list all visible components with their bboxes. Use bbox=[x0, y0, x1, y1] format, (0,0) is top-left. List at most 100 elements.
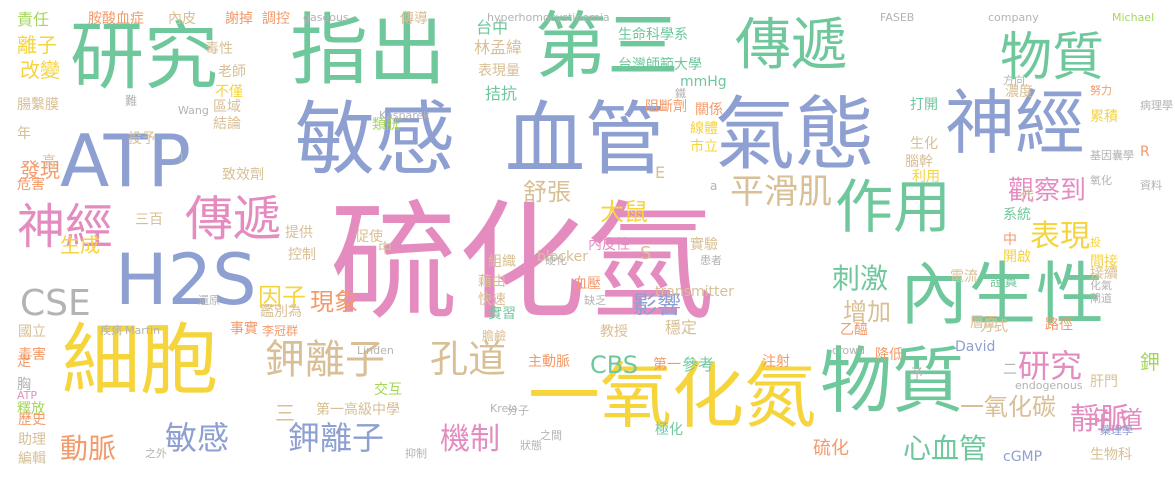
word-w67: 危害 bbox=[17, 177, 45, 193]
word-w129: 年 bbox=[17, 126, 31, 142]
word-w98: 生物科 bbox=[1090, 447, 1132, 463]
word-w90: 歷史 bbox=[18, 412, 46, 428]
word-w48: 內皮 bbox=[168, 11, 196, 27]
word-w41: 現象 bbox=[310, 288, 358, 316]
word-w69: 促使 bbox=[355, 229, 383, 245]
word-w97: 予 bbox=[910, 367, 924, 383]
word-w169: 狀態 bbox=[520, 439, 542, 452]
word-w168: 還原 bbox=[198, 294, 220, 307]
word-w68: 提供 bbox=[285, 225, 313, 241]
word-w84: 快速 bbox=[478, 292, 506, 308]
word-w174: 穩定 bbox=[665, 318, 698, 337]
word-w6: 指出 bbox=[290, 6, 447, 96]
word-w166: 缺乏 bbox=[584, 294, 606, 307]
word-w76: 注射 bbox=[762, 354, 790, 370]
word-w14: 作用 bbox=[835, 173, 952, 241]
word-w85: 實習 bbox=[488, 306, 516, 322]
word-w45: 離子 bbox=[17, 33, 57, 57]
word-w126: 中 bbox=[1003, 232, 1017, 248]
word-w93: 主動脈 bbox=[528, 354, 570, 370]
word-w73: 事實 bbox=[230, 321, 258, 337]
word-w120: 方式 bbox=[980, 319, 1008, 335]
word-w153: 分子 bbox=[507, 404, 529, 417]
word-w24: 機制 bbox=[440, 422, 500, 457]
word-w113: 累積 bbox=[1090, 109, 1118, 125]
word-w110: 利用 bbox=[912, 169, 940, 185]
word-kreis: Kreis bbox=[490, 402, 518, 415]
word-w109: 生化 bbox=[910, 136, 938, 152]
word-w57: 拮抗 bbox=[485, 84, 518, 103]
word-w94: 第一 bbox=[653, 357, 681, 373]
word-w46: 責任 bbox=[17, 10, 50, 29]
word-w171: 之外 bbox=[145, 447, 167, 460]
word-endogenous: endogenous bbox=[1015, 379, 1083, 392]
word-hyperhomocystinemia: hyperhomocystinemia bbox=[487, 11, 610, 24]
word-w58: 毒性 bbox=[205, 41, 233, 57]
word-cse: CSE bbox=[20, 283, 91, 324]
word-w2: 敏感 bbox=[295, 93, 455, 186]
word-faseb: FASEB bbox=[880, 11, 915, 24]
word-w56: 表現量 bbox=[478, 63, 520, 79]
word-w114: 系統 bbox=[1003, 207, 1031, 223]
word-w159: 基因囊學 bbox=[1090, 149, 1134, 162]
word-w101: 市立 bbox=[690, 139, 718, 155]
word-w59: 老師 bbox=[218, 64, 246, 80]
word-j: J bbox=[180, 151, 184, 164]
word-w34: 舒張 bbox=[523, 178, 571, 206]
word-w28: 因子 bbox=[258, 283, 306, 311]
word-w80: 鉀 bbox=[1140, 350, 1160, 374]
word-w74: 教授 bbox=[600, 324, 628, 340]
word-w60: 不僅 bbox=[215, 84, 243, 100]
word-w173: 硫化 bbox=[813, 438, 849, 459]
word-w3: 血管 bbox=[505, 93, 665, 186]
word-w117: 間接 bbox=[1090, 254, 1118, 270]
word-s: S bbox=[640, 243, 652, 264]
word-w157: 資料 bbox=[1140, 179, 1162, 192]
word-linden: Linden bbox=[357, 344, 394, 357]
word-w152: 抑制 bbox=[405, 447, 427, 460]
word-w27: 表現 bbox=[1030, 219, 1090, 254]
word-r: R bbox=[1140, 144, 1150, 160]
word-w172: 投 bbox=[1090, 236, 1101, 249]
word-w23: 敏感 bbox=[165, 419, 230, 457]
word-w51: 傳導 bbox=[400, 11, 428, 27]
word-w160: 氧化 bbox=[1090, 174, 1112, 187]
word-w86: 交互 bbox=[374, 382, 402, 398]
word-w75: 參考 bbox=[682, 355, 715, 374]
word-w62: 結論 bbox=[213, 116, 241, 132]
word-w30: 影響 bbox=[633, 291, 681, 319]
word-w50: 調控 bbox=[262, 11, 290, 27]
word-w4: 神經 bbox=[945, 82, 1085, 164]
word-w83: 藉由 bbox=[478, 274, 506, 290]
word-w32: 靜脈 bbox=[1070, 402, 1130, 437]
word-w0: 硫化氫 bbox=[330, 189, 715, 338]
word-w53: 生命科學系 bbox=[618, 27, 688, 43]
word-w92: 編輯 bbox=[18, 451, 46, 467]
word-w121: 代 bbox=[1020, 189, 1034, 205]
word-w38: 孔道 bbox=[1095, 406, 1143, 434]
word-w54: 台灣師範大學 bbox=[618, 57, 702, 73]
word-w29: 刺激 bbox=[832, 262, 889, 295]
word-mmhg: mmHg bbox=[680, 74, 727, 90]
word-w36: 心血管 bbox=[903, 432, 988, 465]
word-w112: 濃度 bbox=[1005, 84, 1033, 100]
word-kasparek: Kasparek bbox=[379, 109, 430, 122]
word-w22: 鉀離子 bbox=[288, 419, 385, 457]
word-cbs: CBS bbox=[590, 351, 639, 379]
word-w125: 二 bbox=[1003, 362, 1017, 378]
word-martin: Martin bbox=[125, 324, 161, 337]
word-crowd: crowd bbox=[832, 344, 866, 357]
word-transmitter: transmitter bbox=[655, 284, 734, 300]
word-w35: 大鼠 bbox=[600, 198, 648, 226]
word-w155: 閘道 bbox=[1090, 292, 1112, 305]
word-w79: 路徑 bbox=[1045, 317, 1073, 333]
word-w96: 降低 bbox=[875, 347, 903, 363]
word-w82: 組織 bbox=[488, 254, 516, 270]
word-w31: 研究 bbox=[1018, 347, 1083, 385]
word-w127: 走 bbox=[17, 354, 31, 370]
word-w63: 類胱 bbox=[372, 117, 400, 133]
word-w49: 謝掉 bbox=[225, 11, 253, 27]
word-w135: 釋放 bbox=[17, 401, 45, 417]
word-w72: 李冠群 bbox=[262, 324, 299, 338]
